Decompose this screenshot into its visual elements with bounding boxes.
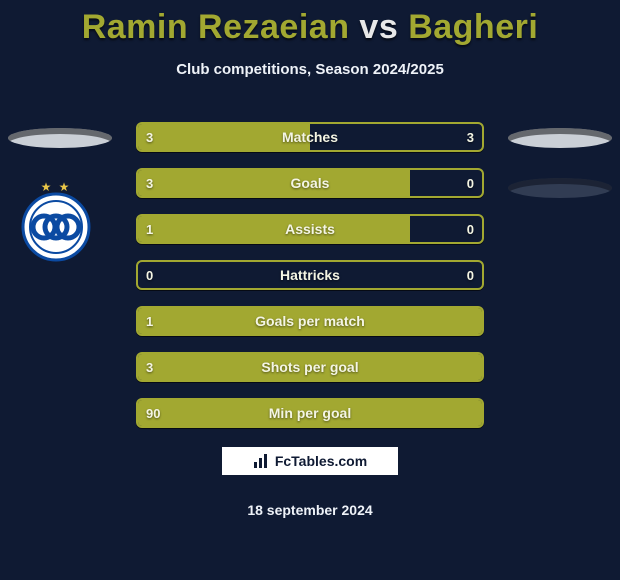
metric-label: Min per goal: [138, 400, 482, 426]
player2-name: Bagheri: [408, 8, 538, 46]
metric-row: 1Assists0: [136, 214, 484, 244]
metric-row: 1Goals per match: [136, 306, 484, 336]
brand-chart-icon: [253, 453, 269, 469]
club-crest: ★ ★: [14, 180, 98, 264]
metric-label: Matches: [138, 124, 482, 150]
metric-row: 3Matches3: [136, 122, 484, 152]
metric-label: Hattricks: [138, 262, 482, 288]
brand-text: FcTables.com: [275, 453, 367, 469]
metric-row: 0Hattricks0: [136, 260, 484, 290]
metric-row: 3Goals0: [136, 168, 484, 198]
season-subtitle: Club competitions, Season 2024/2025: [0, 61, 620, 78]
metric-row: 90Min per goal: [136, 398, 484, 428]
comparison-title: Ramin Rezaeian vs Bagheri: [0, 0, 620, 47]
metric-value-right: 0: [467, 262, 474, 288]
render-date: 18 september 2024: [0, 502, 620, 518]
metric-value-right: 3: [467, 124, 474, 150]
comparison-bars: 3Matches33Goals01Assists00Hattricks01Goa…: [136, 122, 484, 444]
metric-value-right: 0: [467, 216, 474, 242]
metric-label: Shots per goal: [138, 354, 482, 380]
metric-label: Goals: [138, 170, 482, 196]
decor-ellipse-right: [508, 128, 612, 148]
decor-ellipse-left: [8, 128, 112, 148]
vs-separator: vs: [359, 8, 398, 46]
brand-badge: FcTables.com: [221, 446, 399, 476]
crest-svg: [14, 192, 98, 262]
metric-value-right: 0: [467, 170, 474, 196]
metric-label: Assists: [138, 216, 482, 242]
player1-name: Ramin Rezaeian: [82, 8, 350, 46]
metric-label: Goals per match: [138, 308, 482, 334]
metric-row: 3Shots per goal: [136, 352, 484, 382]
decor-ellipse-right-shadow: [508, 178, 612, 198]
